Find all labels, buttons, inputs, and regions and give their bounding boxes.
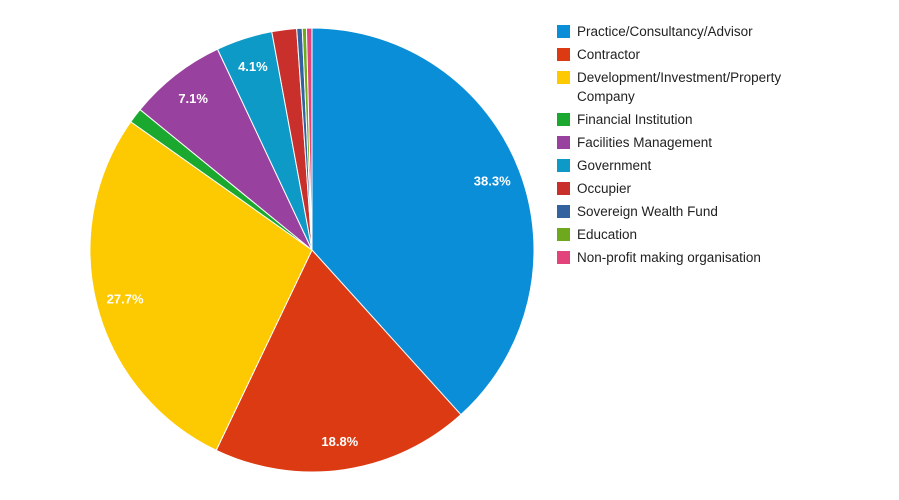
pie-slice-2: [89, 121, 313, 451]
legend-swatch: [557, 205, 570, 218]
legend-swatch: [557, 25, 570, 38]
legend-swatch: [557, 113, 570, 126]
legend-item: Sovereign Wealth Fund: [557, 202, 887, 221]
legend-swatch: [557, 159, 570, 172]
chart-legend: Practice/Consultancy/Advisor Contractor De…: [557, 22, 887, 271]
pie-slices: [89, 27, 535, 473]
legend-item: Occupier: [557, 179, 887, 198]
slice-label-2: 27.7%: [107, 292, 144, 307]
pie-slice-9: [305, 27, 313, 251]
legend-label: Development/Investment/Property Company: [577, 70, 782, 104]
slice-label-5: 4.1%: [238, 59, 268, 74]
legend-swatch: [557, 251, 570, 264]
legend-item: Development/Investment/Property Company: [557, 68, 887, 106]
pie-slice-1: [215, 249, 462, 473]
slice-label-4: 7.1%: [178, 91, 208, 106]
legend-label: Occupier: [577, 181, 632, 196]
legend-item: Education: [557, 225, 887, 244]
legend-item: Government: [557, 156, 887, 175]
legend-label: Non-profit making organisation: [577, 250, 761, 265]
legend-label: Government: [577, 158, 652, 173]
legend-item: Contractor: [557, 45, 887, 64]
pie-slice-0: [311, 27, 535, 416]
legend-label: Contractor: [577, 47, 641, 62]
slice-label-1: 18.8%: [321, 434, 358, 449]
legend-swatch: [557, 228, 570, 241]
legend-item: Financial Institution: [557, 110, 887, 129]
legend-label: Facilities Management: [577, 135, 713, 150]
legend-label: Practice/Consultancy/Advisor: [577, 24, 753, 39]
slice-label-0: 38.3%: [474, 174, 511, 189]
legend-swatch: [557, 71, 570, 84]
legend-item: Non-profit making organisation: [557, 248, 887, 267]
pie-slice-labels: 38.3% 18.8% 27.7% 7.1% 4.1%: [107, 59, 511, 449]
legend-swatch: [557, 136, 570, 149]
legend-swatch: [557, 48, 570, 61]
legend-item: Facilities Management: [557, 133, 887, 152]
legend-item: Practice/Consultancy/Advisor: [557, 22, 887, 41]
legend-label: Financial Institution: [577, 112, 693, 127]
legend-label: Education: [577, 227, 638, 242]
legend-swatch: [557, 182, 570, 195]
legend-label: Sovereign Wealth Fund: [577, 204, 718, 219]
